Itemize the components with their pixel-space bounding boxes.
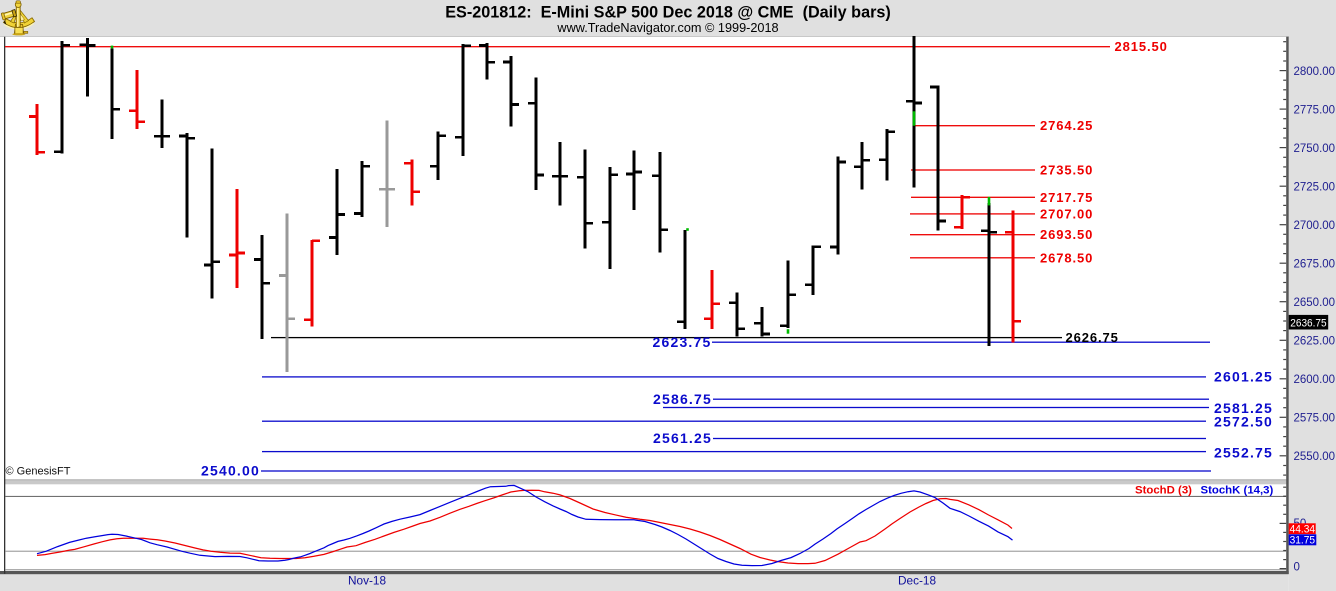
svg-text:2625.00: 2625.00 <box>1294 336 1336 348</box>
svg-text:2725.00: 2725.00 <box>1294 181 1336 193</box>
svg-text:2750.00: 2750.00 <box>1294 143 1336 155</box>
svg-text:ES-201812: E-Mini S&P 500 Dec: ES-201812: E-Mini S&P 500 Dec 2018 @ CME… <box>445 4 891 22</box>
svg-text:2586.75: 2586.75 <box>653 391 712 407</box>
svg-text:2581.25: 2581.25 <box>1214 400 1273 416</box>
svg-text:2707.00: 2707.00 <box>1040 206 1093 221</box>
svg-text:2675.00: 2675.00 <box>1294 258 1336 270</box>
svg-text:2561.25: 2561.25 <box>653 430 712 446</box>
svg-text:Dec-18: Dec-18 <box>898 574 936 588</box>
svg-text:2775.00: 2775.00 <box>1294 104 1336 116</box>
svg-text:2700.00: 2700.00 <box>1294 220 1336 232</box>
svg-text:2600.00: 2600.00 <box>1294 374 1336 386</box>
svg-text:31.75: 31.75 <box>1290 535 1316 547</box>
svg-text:2572.50: 2572.50 <box>1214 413 1273 429</box>
svg-text:2623.75: 2623.75 <box>652 334 711 350</box>
svg-text:44.34: 44.34 <box>1290 523 1316 535</box>
svg-text:2735.50: 2735.50 <box>1040 163 1093 178</box>
svg-text:2678.50: 2678.50 <box>1040 250 1093 265</box>
svg-text:2575.00: 2575.00 <box>1294 413 1336 425</box>
svg-text:2693.50: 2693.50 <box>1040 227 1093 242</box>
svg-text:0: 0 <box>1294 561 1300 573</box>
svg-text:www.TradeNavigator.com © 1999-: www.TradeNavigator.com © 1999-2018 <box>556 21 778 35</box>
svg-text:StochK (14,3): StochK (14,3) <box>1201 484 1274 496</box>
svg-text:2601.25: 2601.25 <box>1214 369 1273 385</box>
svg-text:2626.75: 2626.75 <box>1066 330 1119 345</box>
svg-text:2540.00: 2540.00 <box>201 463 260 479</box>
svg-text:2552.75: 2552.75 <box>1214 445 1273 461</box>
svg-text:© GenesisFT: © GenesisFT <box>6 466 71 478</box>
svg-text:2717.75: 2717.75 <box>1040 190 1093 205</box>
svg-text:2650.00: 2650.00 <box>1294 297 1336 309</box>
svg-text:StochD (3): StochD (3) <box>1135 484 1192 496</box>
svg-text:2636.75: 2636.75 <box>1290 318 1326 330</box>
svg-text:2815.50: 2815.50 <box>1115 39 1168 54</box>
svg-text:Nov-18: Nov-18 <box>348 574 386 588</box>
svg-text:2764.25: 2764.25 <box>1040 118 1093 133</box>
svg-text:2800.00: 2800.00 <box>1294 66 1336 78</box>
svg-text:2550.00: 2550.00 <box>1294 451 1336 463</box>
